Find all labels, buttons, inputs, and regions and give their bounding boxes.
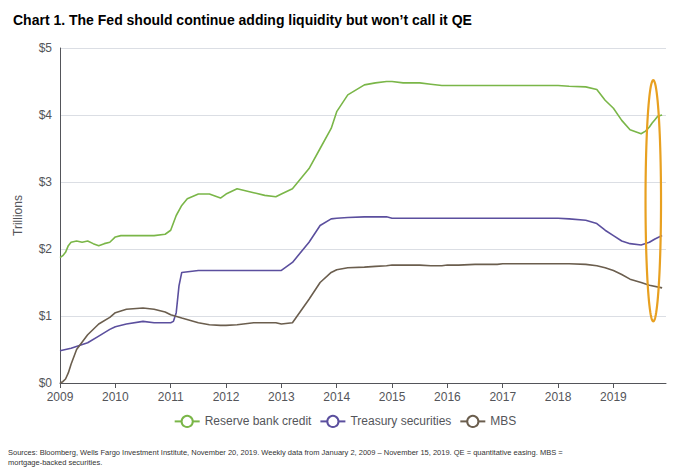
svg-text:Sources: Bloomberg, Wells Farg: Sources: Bloomberg, Wells Fargo Investme… (8, 448, 563, 457)
svg-text:2015: 2015 (379, 390, 406, 404)
svg-text:2011: 2011 (158, 390, 184, 404)
svg-text:2019: 2019 (600, 390, 627, 404)
svg-text:$4: $4 (39, 108, 53, 122)
svg-text:2018: 2018 (545, 390, 572, 404)
svg-text:2010: 2010 (102, 390, 129, 404)
svg-text:Trillions: Trillions (11, 195, 25, 236)
svg-text:Chart 1. The Fed should contin: Chart 1. The Fed should continue adding … (13, 12, 472, 28)
svg-text:MBS: MBS (490, 414, 516, 428)
svg-text:2016: 2016 (434, 390, 461, 404)
svg-text:2009: 2009 (47, 390, 74, 404)
svg-text:Reserve bank credit: Reserve bank credit (205, 414, 312, 428)
svg-text:$5: $5 (39, 41, 53, 55)
svg-text:2012: 2012 (213, 390, 240, 404)
svg-text:$3: $3 (39, 175, 53, 189)
svg-text:$2: $2 (39, 242, 53, 256)
svg-text:$1: $1 (39, 309, 53, 323)
svg-text:2014: 2014 (323, 390, 350, 404)
svg-text:2013: 2013 (268, 390, 295, 404)
svg-text:mortgage-backed securities.: mortgage-backed securities. (8, 458, 102, 467)
svg-text:2017: 2017 (489, 390, 516, 404)
svg-text:Treasury securities: Treasury securities (350, 414, 451, 428)
svg-text:$0: $0 (39, 376, 53, 390)
